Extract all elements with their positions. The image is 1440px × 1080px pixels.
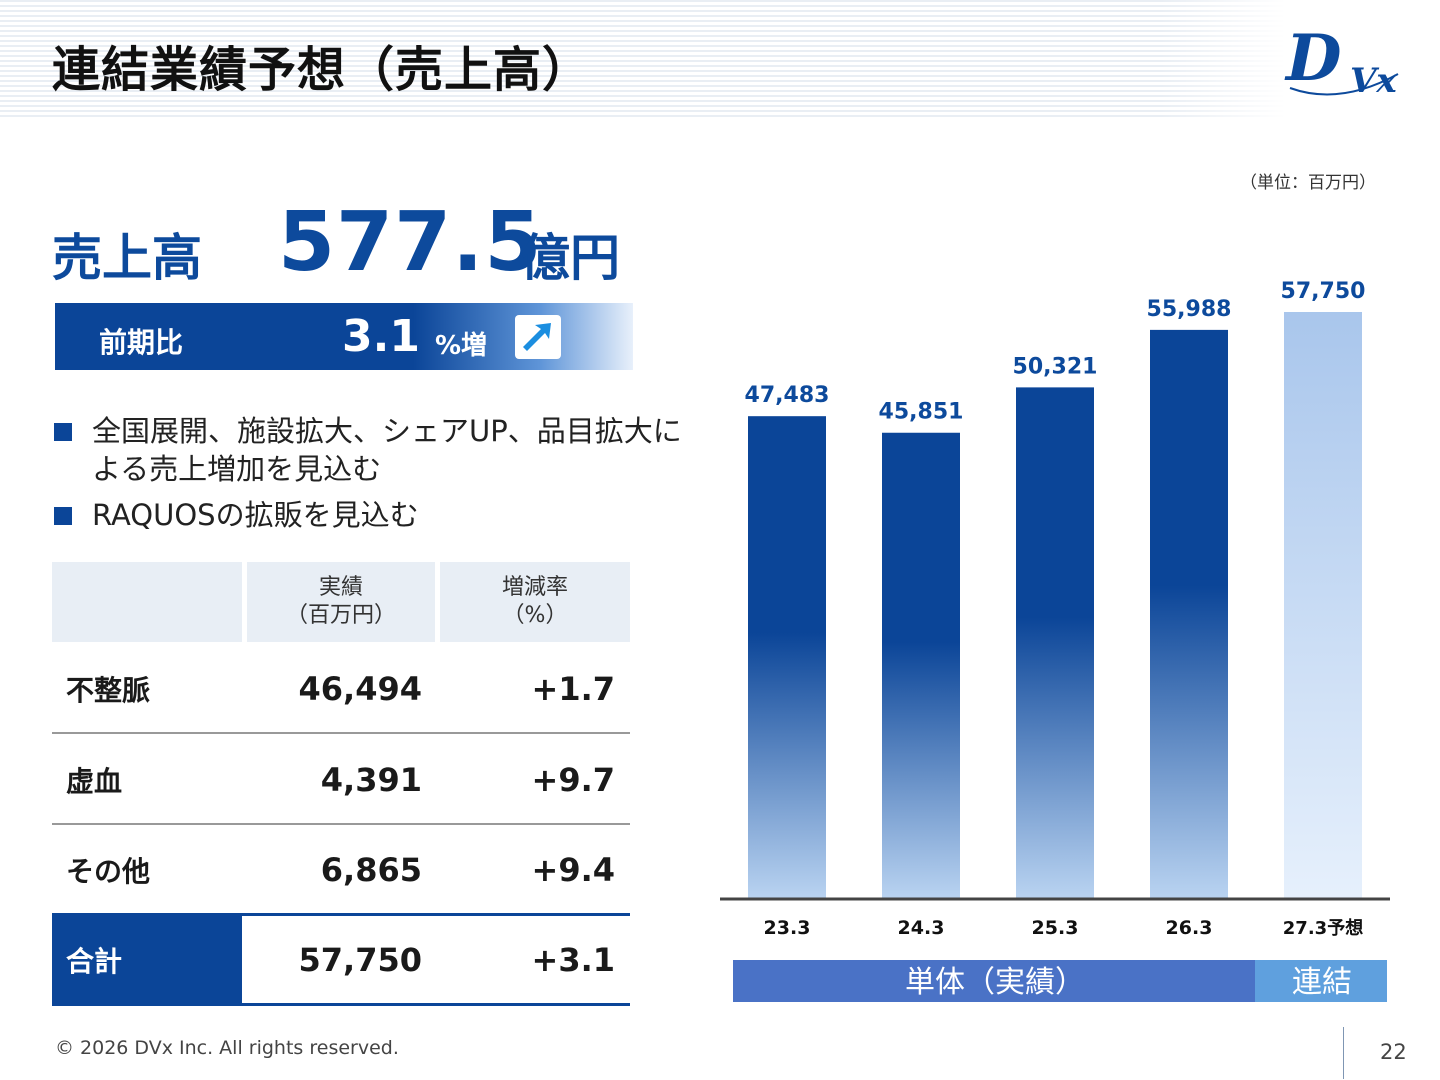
header-results-line1: 実績 <box>318 575 363 600</box>
sales-label: 売上高 <box>52 229 202 287</box>
data-label-23.3: 47,483 <box>745 383 830 408</box>
bullet-text: RAQUOSの拡販を見込む <box>92 498 419 532</box>
table-header: 実績 （百万円） 増減率 （%） <box>52 562 630 642</box>
logo-letters-vx: Vx <box>1350 61 1397 101</box>
tick-label-23.3: 23.3 <box>764 917 811 939</box>
table-row: 虚血 4,391 +9.7 <box>52 735 630 825</box>
yoy-label: 前期比 <box>99 326 184 359</box>
tick-label-25.3: 25.3 <box>1032 917 1079 939</box>
row-change: +9.4 <box>531 851 616 889</box>
page-number: 22 <box>1380 1040 1407 1064</box>
arrow-up-right-icon <box>515 315 561 359</box>
logo-letter-d: D <box>1284 21 1342 96</box>
bar-24.3 <box>882 432 960 898</box>
row-divider <box>52 823 630 825</box>
bullet-square-icon <box>54 507 72 525</box>
bullet-list: 全国展開、施設拡大、シェアUP、品目拡大による売上増加を見込む RAQUOSの拡… <box>52 412 692 542</box>
group-band-1 <box>1255 960 1387 1002</box>
total-label-cell <box>52 915 242 1005</box>
data-label-27.3予想: 57,750 <box>1281 279 1366 304</box>
sales-bar-chart: 47,483 23.3 45,851 24.3 50,321 25.3 55,988 26.3… <box>720 279 1390 1002</box>
copyright: © 2026 DVx Inc. All rights reserved. <box>55 1037 399 1059</box>
arrow-up-right-icon-graphic <box>523 323 551 351</box>
bullet-item: 全国展開、施設拡大、シェアUP、品目拡大による売上増加を見込む <box>52 412 692 488</box>
row-divider <box>52 913 630 916</box>
header-fade <box>1160 0 1440 120</box>
yoy-unit: %増 <box>435 331 488 361</box>
total-label: 合計 <box>66 945 123 978</box>
company-logo: D Vx <box>1284 21 1399 101</box>
unit-note: （単位：百万円） <box>1240 173 1376 193</box>
bullet-item: RAQUOSの拡販を見込む <box>52 496 692 534</box>
group-band-label-1: 連結 <box>1292 965 1352 1000</box>
data-label-25.3: 50,321 <box>1013 354 1098 379</box>
sales-value: 577.5 <box>278 195 543 290</box>
table-header-results: 実績 （百万円） <box>247 562 435 642</box>
yoy-value: 3.1 <box>342 311 420 362</box>
row-label: 虚血 <box>66 765 123 798</box>
row-label: その他 <box>66 855 151 888</box>
group-band-0 <box>733 960 1255 1002</box>
total-change: +3.1 <box>531 941 616 979</box>
bar-27.3予想 <box>1284 312 1362 898</box>
row-value: 46,494 <box>298 670 422 708</box>
row-value: 6,865 <box>320 851 422 889</box>
row-divider <box>52 1003 630 1006</box>
tick-label-26.3: 26.3 <box>1166 917 1213 939</box>
logo-swoosh <box>1289 73 1399 96</box>
header-change-line1: 増減率 <box>501 575 568 600</box>
row-label: 不整脈 <box>66 674 151 707</box>
table-row: 不整脈 46,494 +1.7 <box>52 644 630 734</box>
table-header-blank <box>52 562 242 642</box>
row-change: +9.7 <box>531 761 616 799</box>
sales-unit: 億円 <box>520 229 620 287</box>
yoy-banner: 前期比 3.1 %増 <box>55 303 633 370</box>
header-results-line2: （百万円） <box>285 603 396 628</box>
row-change: +1.7 <box>531 670 616 708</box>
tick-label-24.3: 24.3 <box>898 917 945 939</box>
bar-23.3 <box>748 416 826 898</box>
footer-divider <box>1343 1027 1344 1079</box>
table-row: その他 6,865 +9.4 <box>52 825 630 915</box>
tick-label-27.3予想: 27.3予想 <box>1283 917 1363 939</box>
table-header-change: 増減率 （%） <box>440 562 630 642</box>
bar-26.3 <box>1150 329 1228 898</box>
data-label-26.3: 55,988 <box>1147 297 1232 322</box>
bullet-square-icon <box>54 423 72 441</box>
row-divider <box>52 732 630 734</box>
group-band-label-0: 単体（実績） <box>905 965 1085 1000</box>
header-change-line2: （%） <box>502 603 568 628</box>
total-value: 57,750 <box>298 941 422 979</box>
page-title: 連結業績予想（売上高） <box>52 42 592 98</box>
results-table: 実績 （百万円） 増減率 （%） 不整脈 46,494 +1.7 虚血 4,39… <box>52 562 630 1006</box>
data-label-24.3: 45,851 <box>879 400 964 425</box>
table-total-row: 合計 57,750 +3.1 <box>52 915 630 1005</box>
row-value: 4,391 <box>320 761 422 799</box>
bar-25.3 <box>1016 387 1094 898</box>
bullet-text: 全国展開、施設拡大、シェアUP、品目拡大による売上増加を見込む <box>92 414 682 486</box>
